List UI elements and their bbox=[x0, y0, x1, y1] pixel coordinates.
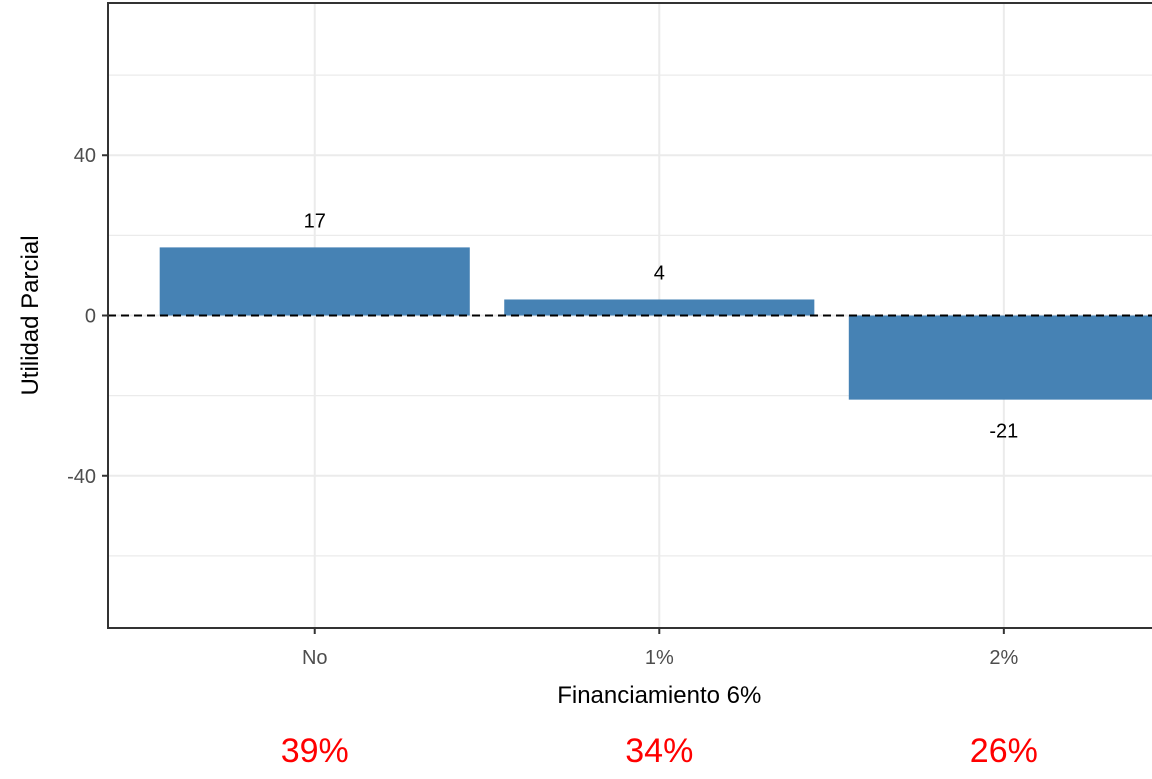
share-label: 26% bbox=[970, 732, 1038, 770]
x-tick-label: 2% bbox=[989, 647, 1018, 669]
y-tick-label: -40 bbox=[67, 466, 96, 488]
y-tick-label: 40 bbox=[74, 145, 96, 167]
x-tick-label: No bbox=[302, 647, 328, 669]
x-axis-title: Financiamiento 6% bbox=[557, 682, 761, 709]
x-axis-ticks: No 1% 2% bbox=[302, 628, 1019, 669]
x-tick-label: 1% bbox=[645, 647, 674, 669]
bar-1% bbox=[504, 299, 815, 316]
bars bbox=[159, 247, 1152, 400]
bar-2% bbox=[848, 315, 1152, 400]
share-labels: 39% 34% 26% bbox=[281, 732, 1038, 770]
y-axis-ticks: -40 0 40 bbox=[67, 145, 108, 488]
y-tick-label: 0 bbox=[85, 306, 96, 328]
share-label: 39% bbox=[281, 732, 349, 770]
bar-value-label: -21 bbox=[989, 421, 1018, 443]
bar-value-label: 17 bbox=[304, 210, 326, 232]
share-label: 34% bbox=[625, 732, 693, 770]
bar-value-label: 4 bbox=[654, 262, 665, 284]
y-axis-title: Utilidad Parcial bbox=[17, 235, 44, 395]
bar-No bbox=[159, 247, 470, 316]
bar-labels: 17 4 -21 bbox=[304, 210, 1019, 442]
